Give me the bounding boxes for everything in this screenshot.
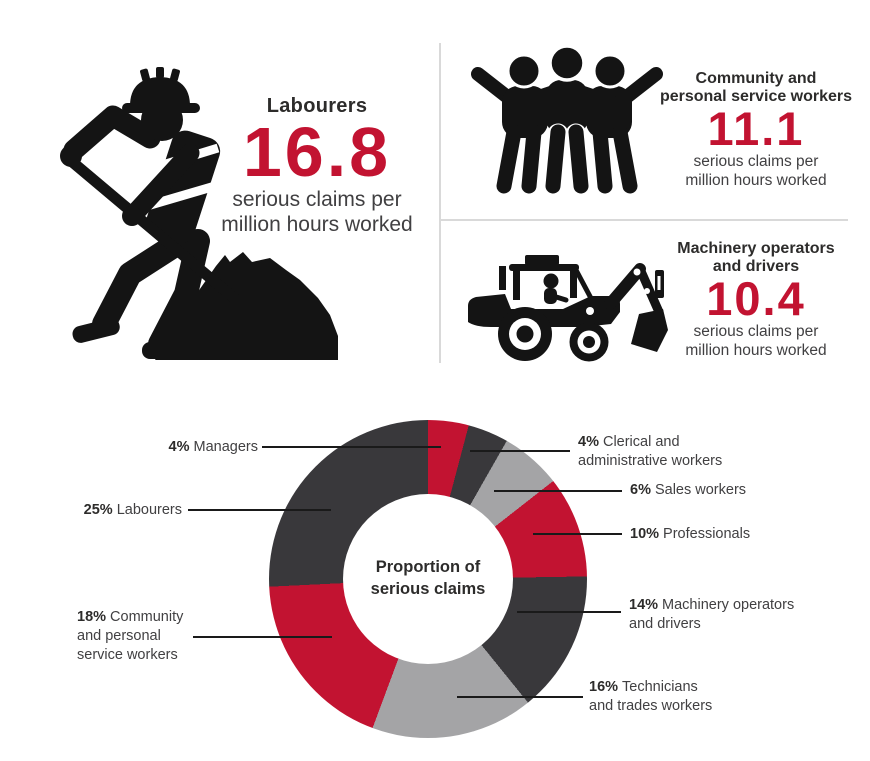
label-labourers-text: Labourers [116,502,182,518]
leader-line-labourers [188,509,331,511]
donut-hole [343,494,513,664]
label-sales-text: Sales workers [654,482,747,498]
stat-labourers-label: Labourers [266,95,368,117]
label-technicians: 16% Technicians and trades workers [589,678,759,716]
label-clerical-text: Clerical and administrative workers [578,434,723,469]
stat-labourers-value: 16.8 [242,113,392,191]
backhoe-loader-icon [468,255,668,362]
leader-line-sales [494,490,622,492]
stat-community: Community and personal service workers 1… [643,70,869,190]
vertical-divider [439,43,441,363]
label-machinery-pct: 14% [629,597,659,613]
label-labourers-pct: 25% [83,502,113,518]
stat-community-label: Community and personal service workers [659,70,853,105]
stat-machinery-label: Machinery operators and drivers [677,240,835,275]
label-technicians-text: Technicians and trades workers [589,679,713,714]
stat-labourers-unit: serious claims per million hours worked [221,188,413,236]
label-technicians-pct: 16% [589,679,619,695]
leader-line-machinery [517,611,621,613]
label-machinery: 14% Machinery operators and drivers [629,596,819,634]
leader-line-professionals [533,533,622,535]
label-managers: 4% Managers [118,438,258,457]
label-managers-text: Managers [193,439,258,455]
stat-labourers: Labourers 16.8 serious claims per millio… [197,94,437,237]
donut-chart [269,420,587,738]
label-sales: 6% Sales workers [630,481,790,500]
stat-community-unit: serious claims per million hours worked [685,153,827,189]
label-machinery-text: Machinery operators and drivers [629,597,795,632]
label-professionals: 10% Professionals [630,525,790,544]
worker-digging-icon [60,67,338,360]
horizontal-divider [440,219,848,221]
label-managers-pct: 4% [168,439,190,455]
label-professionals-text: Professionals [663,526,751,542]
stat-machinery-unit: serious claims per million hours worked [685,323,827,359]
label-clerical: 4% Clerical and administrative workers [578,433,738,471]
label-community-text: Community and personal service workers [77,609,184,663]
leader-line-managers [262,446,441,448]
label-labourers: 25% Labourers [38,501,182,520]
stat-machinery-value: 10.4 [706,272,806,325]
label-community: 18% Community and personal service worker… [77,608,207,665]
label-professionals-pct: 10% [630,526,660,542]
leader-line-clerical [470,450,570,452]
label-clerical-pct: 4% [578,434,599,450]
leader-line-community [193,636,332,638]
stat-machinery: Machinery operators and drivers 10.4 ser… [643,240,869,360]
three-people-icon [471,44,663,197]
stat-community-value: 11.1 [707,102,805,155]
donut-center-label: Proportion of serious claims [370,558,486,598]
leader-line-technicians [457,696,583,698]
label-community-pct: 18% [77,609,107,625]
label-sales-pct: 6% [630,482,651,498]
